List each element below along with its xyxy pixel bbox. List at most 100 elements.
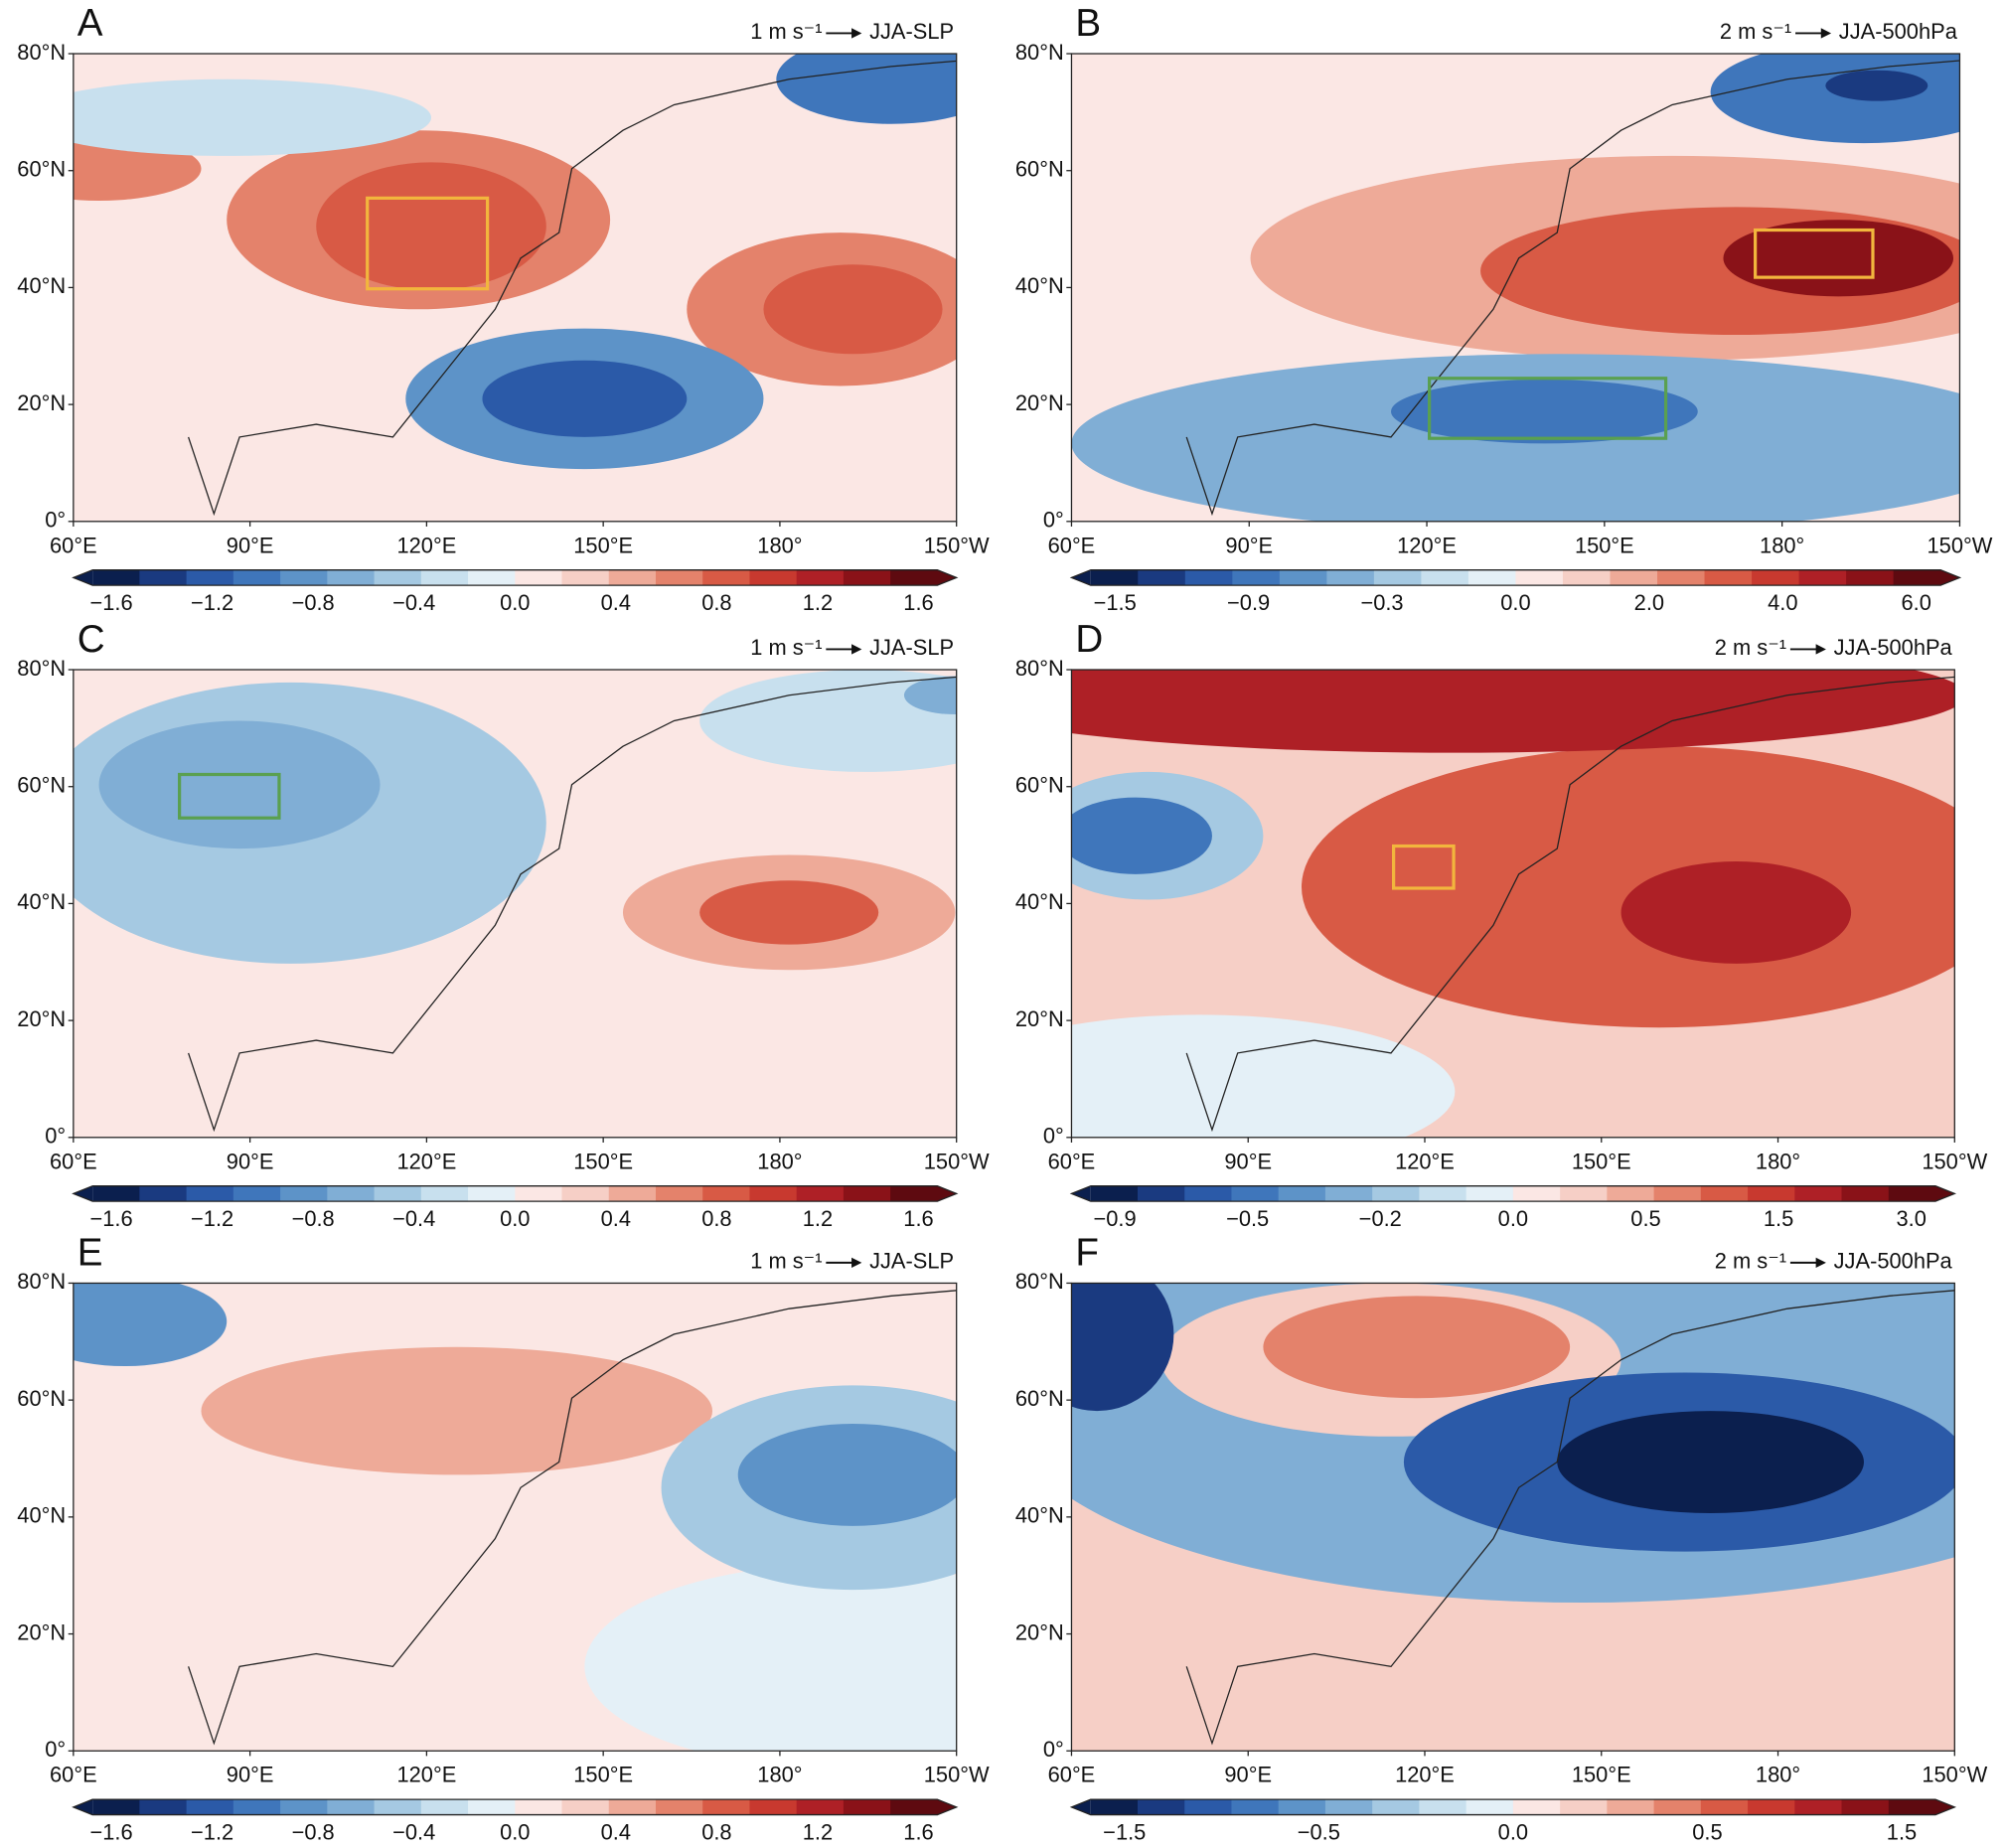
lon-label: 150°E: [1575, 533, 1634, 557]
colorbar-label: 0.4: [601, 1206, 631, 1231]
colorbar-segment: [1515, 569, 1564, 586]
colorbar-segment: [1653, 1185, 1702, 1202]
lon-label: 150°W: [924, 533, 990, 557]
lon-label: 60°E: [1048, 1149, 1096, 1173]
colorbar-segment: [608, 569, 657, 586]
lon-label: 60°E: [50, 533, 97, 557]
colorbar-extend: [1935, 1185, 1955, 1202]
colorbar-segment: [232, 1799, 281, 1815]
colorbar-segment: [749, 569, 798, 586]
lat-label: 60°N: [1015, 157, 1064, 182]
colorbar-segment: [1090, 1185, 1139, 1202]
coastline: [188, 676, 957, 1133]
coastline: [1185, 676, 1955, 1133]
coastline: [188, 60, 957, 517]
lon-label: 150°W: [924, 1763, 990, 1787]
colorbar-label: −0.8: [292, 1206, 335, 1231]
colorbar-extend: [1935, 1799, 1955, 1815]
colorbar-segment: [890, 569, 939, 586]
lon-label: 150°W: [1928, 533, 1993, 557]
lon-label: 120°E: [396, 1149, 456, 1173]
lat-label: 20°N: [17, 390, 66, 415]
panel-label: E: [77, 1231, 103, 1274]
lon-label: 60°E: [1048, 1763, 1096, 1787]
colorbar-segment: [796, 1799, 845, 1815]
anomaly-field: [903, 676, 957, 715]
colorbar-label: 0.5: [1692, 1820, 1722, 1845]
lon-label: 180°: [757, 1763, 802, 1787]
lon-label: 150°E: [573, 1149, 633, 1173]
lat-label: 80°N: [1015, 1269, 1064, 1294]
colorbar-frame: [1069, 1798, 1957, 1816]
coastline: [1185, 60, 1960, 517]
scale-arrow-head: [851, 28, 862, 39]
colorbar-label: 0.4: [601, 1820, 631, 1845]
colorbar-label: −0.4: [392, 590, 435, 615]
colorbar-segment: [608, 1185, 657, 1202]
colorbar-segment: [1465, 1185, 1514, 1202]
scale-arrow-head: [851, 644, 862, 655]
colorbar-label: −0.4: [392, 1206, 435, 1231]
colorbar-segment: [1846, 569, 1895, 586]
lat-label: 20°N: [1015, 390, 1064, 415]
lon-label: 180°: [1756, 1149, 1800, 1173]
map-frame: [73, 669, 958, 1139]
panel-label: D: [1075, 618, 1103, 661]
colorbar-label: −0.9: [1227, 590, 1270, 615]
panel-label: C: [77, 618, 105, 661]
colorbar-label: 6.0: [1902, 590, 1931, 615]
panel-title: JJA-500hPa: [1834, 635, 1953, 660]
colorbar-label: −0.5: [1226, 1206, 1269, 1231]
coastline: [188, 1290, 957, 1746]
colorbar-segment: [1888, 1799, 1936, 1815]
anomaly-field: [699, 880, 879, 945]
anomaly-field: [201, 1346, 713, 1475]
colorbar-segment: [1373, 569, 1423, 586]
anomaly-field: [1620, 860, 1852, 964]
colorbar-label: 4.0: [1768, 590, 1797, 615]
scale-arrow-head: [1815, 644, 1826, 655]
colorbar-segment: [374, 569, 422, 586]
map: [1071, 670, 1955, 1138]
colorbar-segment: [702, 1185, 751, 1202]
colorbar-segment: [890, 1185, 939, 1202]
colorbar-segment: [1607, 1185, 1655, 1202]
lon-label: 120°E: [396, 1763, 456, 1787]
lon-label: 60°E: [50, 1763, 97, 1787]
lon-label: 120°E: [396, 533, 456, 557]
colorbar-segment: [92, 569, 141, 586]
colorbar-label: 1.2: [803, 590, 833, 615]
colorbar-segment: [1560, 1185, 1608, 1202]
anomaly-field: [1071, 1014, 1456, 1138]
colorbar-segment: [843, 569, 891, 586]
colorbar-segment: [1184, 569, 1233, 586]
colorbar-label: −0.4: [392, 1820, 435, 1845]
colorbar-segment: [1748, 1799, 1795, 1815]
colorbar-label: −1.2: [191, 1206, 233, 1231]
colorbar-segment: [1232, 569, 1281, 586]
colorbar-segment: [1278, 1799, 1326, 1815]
lon-label: 150°E: [1572, 1149, 1631, 1173]
lat-label: 40°N: [17, 273, 66, 298]
lat-label: 0°: [45, 508, 66, 533]
colorbar-extend: [1071, 569, 1091, 586]
colorbar-label: 0.0: [500, 590, 530, 615]
lon-label: 150°W: [924, 1149, 990, 1173]
colorbar-segment: [655, 1185, 703, 1202]
colorbar-extend: [73, 569, 93, 586]
lon-label: 150°W: [1922, 1149, 1987, 1173]
panel-title: JJA-500hPa: [1834, 1249, 1953, 1274]
colorbar-segment: [1467, 569, 1517, 586]
scale-label: 1 m s⁻¹: [750, 1249, 822, 1274]
colorbar-segment: [468, 569, 516, 586]
colorbar-segment: [232, 569, 281, 586]
colorbar-segment: [139, 1185, 188, 1202]
colorbar-segment: [374, 1185, 422, 1202]
colorbar-label: −1.6: [89, 1820, 132, 1845]
panel-title: JJA-SLP: [869, 19, 954, 44]
colorbar-segment: [1888, 1185, 1936, 1202]
colorbar-label: −1.2: [191, 590, 233, 615]
anomaly-field: [763, 264, 943, 355]
colorbar-label: 0.0: [500, 1206, 530, 1231]
